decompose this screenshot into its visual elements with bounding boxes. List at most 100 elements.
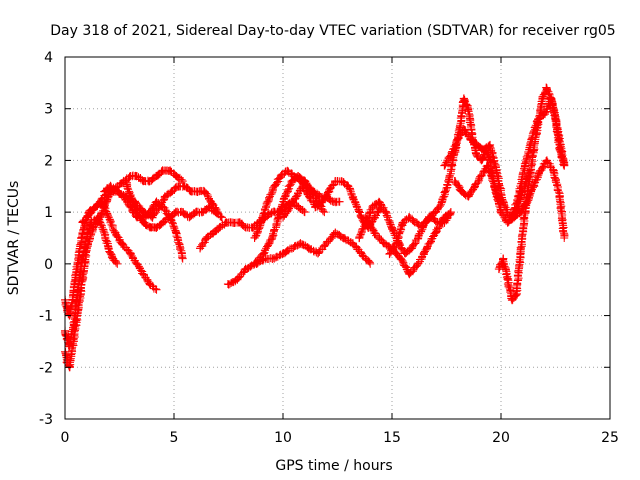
data-point: [405, 270, 414, 279]
data-point: [366, 259, 375, 268]
data-point: [494, 265, 503, 274]
data-point: [152, 197, 161, 206]
data-point: [431, 228, 440, 237]
data-point: [398, 218, 407, 227]
data-point: [486, 140, 495, 149]
x-tick-label: 0: [61, 430, 70, 446]
data-point: [78, 218, 87, 227]
data-point: [148, 213, 157, 222]
data-point: [139, 270, 148, 279]
data-point: [270, 254, 279, 263]
data-point: [516, 249, 525, 258]
series-prn-r: [507, 94, 569, 222]
data-point: [407, 244, 416, 253]
data-point: [178, 208, 187, 217]
data-point: [340, 234, 349, 242]
data-point: [200, 187, 209, 196]
data-point: [104, 244, 113, 253]
x-axis: 0 5 10 15 20 25: [61, 57, 619, 446]
marker-trace: [60, 213, 121, 351]
data-point: [440, 213, 449, 222]
x-tick-label: 10: [274, 430, 292, 446]
data-point: [440, 161, 449, 170]
data-point: [215, 223, 224, 232]
data-point: [95, 197, 104, 206]
data-point: [152, 223, 161, 232]
series-prn-o: [440, 125, 534, 222]
data-point: [126, 192, 135, 201]
data-point: [152, 171, 161, 180]
data-point: [401, 249, 410, 258]
data-point: [368, 202, 377, 211]
data-point: [69, 321, 78, 330]
data-point: [263, 197, 272, 206]
y-tick-label: -3: [39, 412, 53, 428]
data-point: [132, 171, 141, 180]
data-point: [457, 187, 466, 196]
data-point: [300, 208, 309, 217]
data-point: [126, 249, 135, 258]
data-point: [499, 254, 508, 263]
data-point: [139, 218, 148, 227]
chart-title: Day 318 of 2021, Sidereal Day-to-day VTE…: [50, 23, 615, 39]
data-point: [453, 135, 462, 144]
data-point: [542, 156, 551, 165]
data-point: [270, 182, 279, 191]
data-point: [324, 187, 333, 196]
data-point: [93, 213, 102, 222]
data-point: [111, 228, 120, 237]
data-point: [117, 239, 126, 248]
data-point: [209, 228, 218, 237]
data-point: [165, 213, 174, 222]
data-point: [547, 94, 556, 103]
data-point: [514, 192, 523, 201]
data-point: [464, 192, 473, 201]
data-point: [542, 84, 551, 93]
data-point: [285, 202, 294, 211]
data-point: [525, 177, 534, 186]
data-point: [279, 249, 287, 258]
data-point: [396, 254, 405, 263]
data-point: [296, 177, 305, 186]
data-point: [357, 249, 366, 258]
data-point: [497, 208, 505, 217]
data-point: [279, 213, 287, 222]
data-point: [411, 218, 420, 227]
data-point: [294, 202, 303, 211]
data-point: [388, 223, 396, 232]
data-point: [534, 115, 543, 124]
data-point: [337, 177, 346, 186]
x-tick-label: 15: [383, 430, 401, 446]
data-point: [305, 192, 314, 201]
data-point: [446, 151, 455, 160]
data-point: [161, 192, 170, 201]
data-point: [520, 208, 529, 217]
data-point: [87, 218, 96, 227]
data-point: [560, 161, 569, 170]
data-point: [106, 182, 115, 191]
y-axis-label: SDTVAR / TECUs: [6, 181, 22, 296]
data-point: [248, 223, 257, 232]
data-point: [320, 208, 329, 217]
y-tick-label: 3: [44, 102, 53, 118]
data-point: [414, 259, 423, 268]
data-point: [438, 197, 447, 206]
data-point: [146, 280, 155, 289]
data-point: [132, 259, 141, 268]
data-point: [252, 259, 261, 268]
data-point: [122, 177, 131, 186]
data-point: [313, 249, 322, 258]
data-point: [217, 213, 226, 222]
data-point: [344, 182, 353, 191]
data-point: [292, 192, 301, 201]
data-point: [261, 254, 270, 263]
data-point: [281, 192, 290, 201]
data-point: [146, 208, 155, 217]
data-point: [405, 213, 414, 222]
data-point: [211, 208, 220, 217]
data-point: [311, 202, 320, 211]
data-point: [451, 177, 460, 186]
y-tick-label: -1: [39, 309, 53, 325]
data-point: [241, 265, 250, 274]
data-point: [555, 192, 564, 201]
